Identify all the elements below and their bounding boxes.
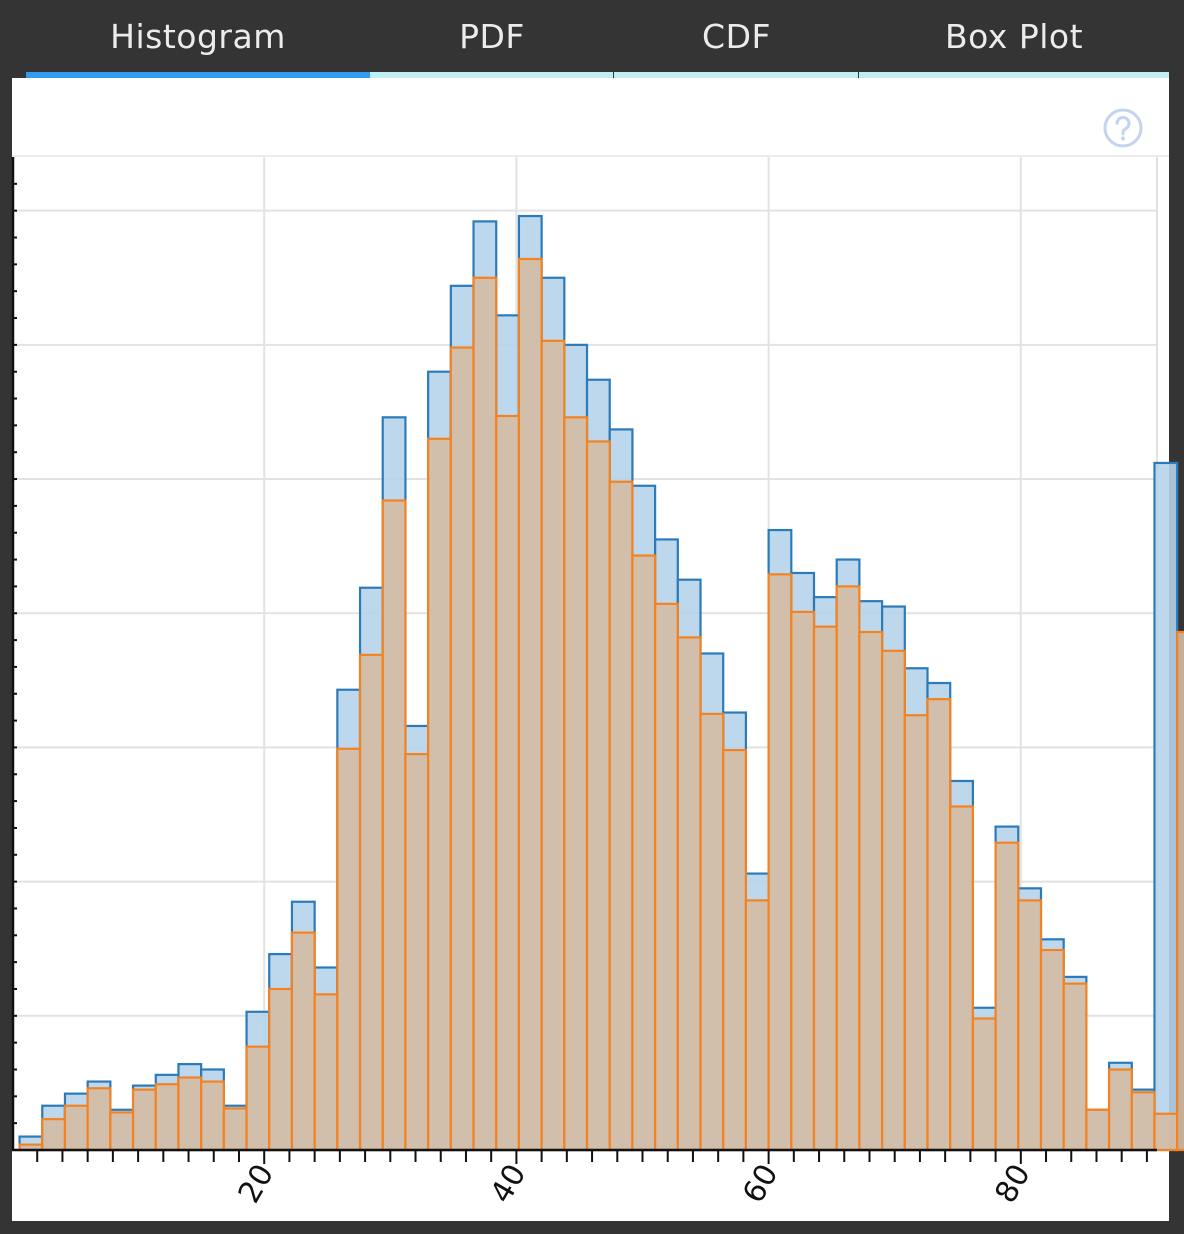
- series-2-bar: [131, 1088, 157, 1152]
- series-2-bar: [245, 1045, 271, 1152]
- series-2-bar: [971, 1017, 997, 1152]
- x-tick-label: 60: [736, 1159, 785, 1210]
- series-2-bar: [472, 276, 498, 1152]
- series-2-bar: [1017, 899, 1043, 1152]
- series-2-bar: [313, 993, 339, 1152]
- series-2-bar: [835, 585, 861, 1152]
- series-2-bar: [177, 1076, 203, 1152]
- series-2-bar: [154, 1083, 180, 1152]
- series-2-bar: [427, 437, 452, 1152]
- series-2-bar: [1107, 1068, 1133, 1152]
- series-2-bar: [1130, 1091, 1156, 1152]
- tab-bar: Histogram PDF CDF Box Plot: [0, 0, 1184, 78]
- series-2-bar: [540, 339, 566, 1152]
- series-2-bar: [699, 712, 725, 1152]
- tab-box-plot[interactable]: Box Plot: [944, 16, 1084, 56]
- series-2-bar: [495, 414, 521, 1152]
- series-2-bar: [790, 610, 816, 1152]
- toolbar-divider: [12, 155, 1169, 157]
- series-2-bar: [200, 1080, 225, 1152]
- tab-indicator-cdf: [614, 72, 858, 78]
- series-2-bar: [381, 499, 407, 1152]
- series-2-bar: [880, 649, 906, 1152]
- series-2-bar: [903, 714, 929, 1152]
- series-2-bar: [994, 841, 1020, 1152]
- series-2-bars: [18, 257, 1184, 1152]
- series-2-bar: [744, 899, 770, 1152]
- series-2-bar: [608, 480, 634, 1152]
- x-tick-label: 40: [484, 1159, 533, 1210]
- series-2-bar: [812, 625, 838, 1152]
- series-2-bar: [1153, 1112, 1179, 1152]
- series-2-bar: [63, 1104, 89, 1152]
- series-2-bar: [109, 1111, 135, 1152]
- series-2-bar: [654, 602, 679, 1152]
- series-2-bar: [631, 554, 657, 1152]
- x-tick-label: 80: [988, 1159, 1037, 1210]
- series-2-bar: [1085, 1108, 1111, 1152]
- series-2-bar: [949, 805, 974, 1152]
- series-2-bar: [222, 1107, 248, 1152]
- series-2-bar: [858, 630, 884, 1152]
- tab-pdf[interactable]: PDF: [459, 16, 525, 56]
- series-2-bar: [585, 440, 611, 1152]
- series-2-bar: [268, 987, 294, 1152]
- x-tick-label: 20: [232, 1159, 281, 1210]
- series-2-bar: [926, 698, 952, 1152]
- series-2-bar: [1039, 948, 1065, 1152]
- axes: [11, 157, 1157, 1164]
- tab-indicator-histogram: [26, 72, 370, 78]
- series-2-bar: [336, 747, 362, 1152]
- series-2-bar: [290, 931, 316, 1152]
- series-2-bar: [1062, 982, 1088, 1152]
- tab-indicator-pdf: [370, 72, 613, 78]
- series-2-bar: [767, 573, 793, 1152]
- series-2-bar: [358, 653, 384, 1152]
- series-2-bar: [563, 416, 589, 1152]
- x-tick-labels: 20 40 60 80: [232, 1159, 1038, 1210]
- tab-histogram[interactable]: Histogram: [110, 16, 286, 56]
- tab-cdf[interactable]: CDF: [702, 16, 771, 56]
- series-2-bar: [1176, 630, 1184, 1152]
- tab-indicator-box-plot: [859, 72, 1169, 78]
- series-2-bar: [449, 346, 475, 1152]
- series-2-bar: [517, 257, 543, 1152]
- series-2-bar: [404, 753, 430, 1152]
- series-1-bar: [1153, 461, 1179, 1152]
- series-2-bar: [676, 636, 702, 1152]
- series-2-bar: [41, 1118, 67, 1152]
- series-2-bar: [722, 749, 748, 1152]
- question-circle-icon[interactable]: [1103, 108, 1143, 148]
- series-2-bar: [86, 1087, 112, 1152]
